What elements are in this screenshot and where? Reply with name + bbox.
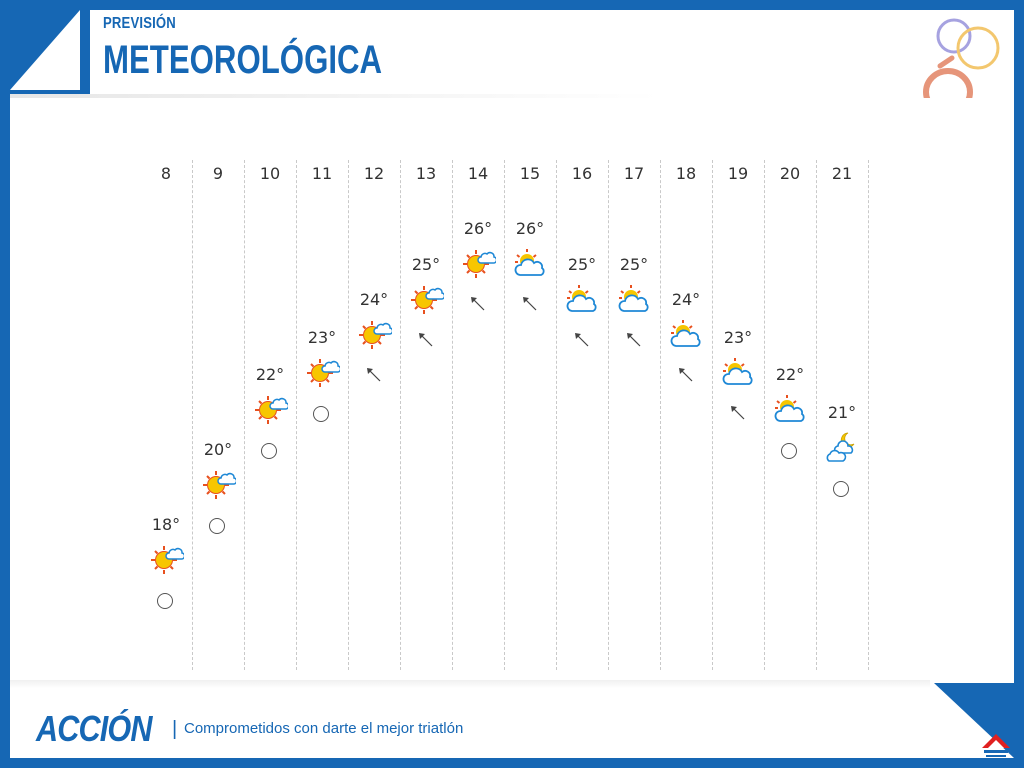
column-divider [816, 160, 817, 670]
calm-wind-icon [781, 443, 797, 459]
cloud-sun-icon [772, 391, 808, 427]
column-divider [296, 160, 297, 670]
hour-label: 19 [727, 164, 749, 183]
temperature-label: 22° [255, 365, 285, 384]
wind-direction-icon [729, 404, 747, 422]
calm-wind-icon [833, 480, 849, 497]
hour-label: 13 [415, 164, 437, 183]
hourly-forecast-chart: 8 18° 9 20° 10 22° [140, 150, 870, 670]
cloud-sun-icon [512, 245, 548, 281]
column-divider [400, 160, 401, 670]
column-divider [504, 160, 505, 670]
temperature-label: 25° [619, 254, 649, 274]
sun-cloud-icon [408, 281, 446, 317]
hour-label: 16 [571, 164, 593, 183]
tagline: Comprometidos con darte el mejor triatló… [184, 720, 464, 737]
hour-label: 9 [212, 164, 224, 183]
sun-cloud-icon [460, 245, 498, 281]
column-divider [868, 160, 869, 670]
column-divider [764, 160, 765, 670]
temperature-label: 20° [203, 440, 233, 459]
footer-shadow [10, 680, 930, 688]
hour-label: 10 [259, 164, 281, 183]
hour-label: 8 [160, 164, 172, 183]
event-logo-icon [982, 734, 1010, 757]
hour-label: 14 [467, 164, 489, 183]
calm-wind-icon [261, 443, 277, 459]
frame-right-border [1014, 0, 1024, 768]
wind-direction-icon [417, 331, 435, 349]
header-divider [10, 94, 660, 98]
column-divider [452, 160, 453, 670]
hour-label: 11 [311, 164, 333, 183]
page-subtitle: PREVISIÓN [103, 15, 176, 32]
hour-label: 20 [779, 164, 801, 183]
sun-cloud-icon [148, 541, 186, 577]
temperature-label: 25° [567, 254, 597, 274]
cloud-sun-icon [616, 281, 652, 317]
temperature-label: 23° [723, 327, 753, 347]
cloud-sun-icon [668, 316, 704, 352]
temperature-label: 26° [515, 219, 545, 238]
frame-bottom-border [0, 758, 1024, 768]
temperature-label: 22° [775, 365, 805, 384]
calm-wind-icon [157, 593, 173, 609]
moon-clouds-icon [824, 429, 860, 465]
calm-wind-icon [313, 405, 329, 422]
page-title: METEOROLÓGICA [103, 38, 383, 82]
temperature-label: 25° [411, 254, 441, 274]
frame-left-border [0, 0, 10, 768]
cloud-sun-icon [564, 281, 600, 317]
brand-logo: ACCIÓN [36, 708, 152, 749]
temperature-label: 26° [463, 219, 493, 238]
wind-direction-icon [521, 295, 539, 313]
hour-label: 21 [831, 164, 853, 183]
sun-cloud-icon [252, 391, 290, 427]
temperature-label: 24° [359, 290, 389, 309]
wind-direction-icon [365, 366, 383, 384]
sun-cloud-icon [356, 316, 394, 352]
hour-label: 15 [519, 164, 541, 183]
hour-label: 17 [623, 164, 645, 183]
brand-separator: | [172, 718, 178, 740]
sun-cloud-icon [304, 354, 342, 390]
column-divider [556, 160, 557, 670]
temperature-label: 24° [671, 290, 701, 309]
column-divider [660, 160, 661, 670]
hour-label: 12 [363, 164, 385, 183]
wind-direction-icon [573, 331, 591, 349]
sun-cloud-icon [200, 466, 238, 502]
column-divider [608, 160, 609, 670]
forecast-panel [10, 98, 1014, 678]
frame-top-border [0, 0, 1024, 10]
wind-direction-icon [469, 295, 487, 313]
calm-wind-icon [209, 518, 225, 534]
temperature-label: 18° [151, 515, 181, 534]
hour-label: 18 [675, 164, 697, 183]
column-divider [712, 160, 713, 670]
column-divider [244, 160, 245, 670]
wind-direction-icon [677, 366, 695, 384]
cloud-sun-icon [720, 354, 756, 390]
temperature-label: 21° [827, 402, 857, 422]
column-divider [192, 160, 193, 670]
column-divider [348, 160, 349, 670]
temperature-label: 23° [307, 327, 337, 347]
wind-direction-icon [625, 331, 643, 349]
